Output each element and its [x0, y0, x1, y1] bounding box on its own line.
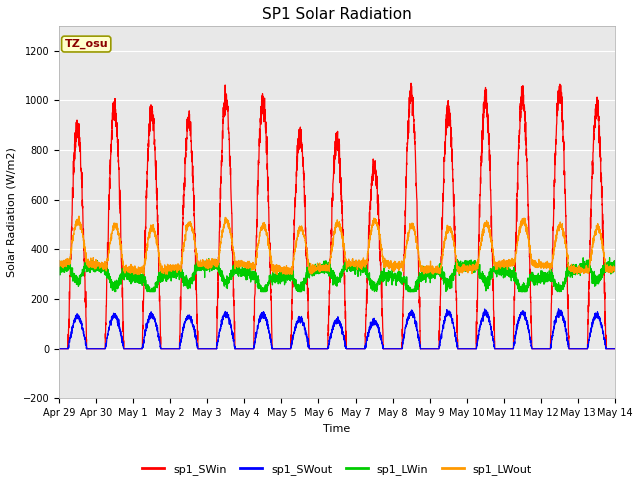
sp1_SWin: [462, 346, 470, 352]
sp1_SWout: [431, 346, 439, 352]
sp1_LWout: [317, 266, 324, 272]
sp1_LWout: [462, 267, 470, 273]
sp1_LWin: [611, 262, 619, 268]
Y-axis label: Solar Radiation (W/m2): Solar Radiation (W/m2): [7, 147, 17, 277]
sp1_SWout: [55, 346, 63, 352]
sp1_LWout: [431, 265, 439, 271]
sp1_SWout: [493, 346, 501, 352]
sp1_LWin: [605, 255, 613, 261]
sp1_SWout: [555, 306, 563, 312]
sp1_SWin: [316, 346, 324, 352]
sp1_LWin: [431, 269, 439, 275]
sp1_SWout: [611, 346, 618, 352]
sp1_SWout: [462, 346, 470, 352]
Line: sp1_LWout: sp1_LWout: [59, 216, 615, 274]
sp1_LWout: [75, 213, 83, 219]
sp1_LWout: [130, 271, 138, 277]
sp1_LWout: [611, 268, 619, 274]
sp1_SWin: [431, 346, 439, 352]
X-axis label: Time: Time: [323, 424, 351, 433]
Text: TZ_osu: TZ_osu: [65, 39, 108, 49]
sp1_LWout: [611, 265, 619, 271]
sp1_LWout: [55, 259, 63, 264]
sp1_LWin: [317, 265, 324, 271]
Title: SP1 Solar Radiation: SP1 Solar Radiation: [262, 7, 412, 22]
sp1_SWin: [611, 346, 618, 352]
Legend: sp1_SWin, sp1_SWout, sp1_LWin, sp1_LWout: sp1_SWin, sp1_SWout, sp1_LWin, sp1_LWout: [138, 460, 536, 480]
Line: sp1_LWin: sp1_LWin: [59, 258, 615, 292]
sp1_LWin: [111, 289, 118, 295]
sp1_LWin: [493, 267, 501, 273]
sp1_SWin: [493, 346, 501, 352]
sp1_SWin: [155, 270, 163, 276]
sp1_SWout: [155, 335, 163, 341]
sp1_LWin: [611, 268, 619, 274]
Line: sp1_SWin: sp1_SWin: [59, 83, 615, 349]
sp1_SWin: [611, 346, 619, 352]
sp1_LWout: [156, 252, 163, 258]
sp1_LWin: [462, 265, 470, 271]
sp1_LWin: [155, 277, 163, 283]
sp1_SWout: [611, 346, 619, 352]
sp1_SWin: [407, 80, 415, 86]
sp1_LWin: [55, 264, 63, 270]
sp1_LWout: [493, 266, 501, 272]
sp1_SWin: [55, 346, 63, 352]
sp1_SWout: [316, 346, 324, 352]
Line: sp1_SWout: sp1_SWout: [59, 309, 615, 349]
